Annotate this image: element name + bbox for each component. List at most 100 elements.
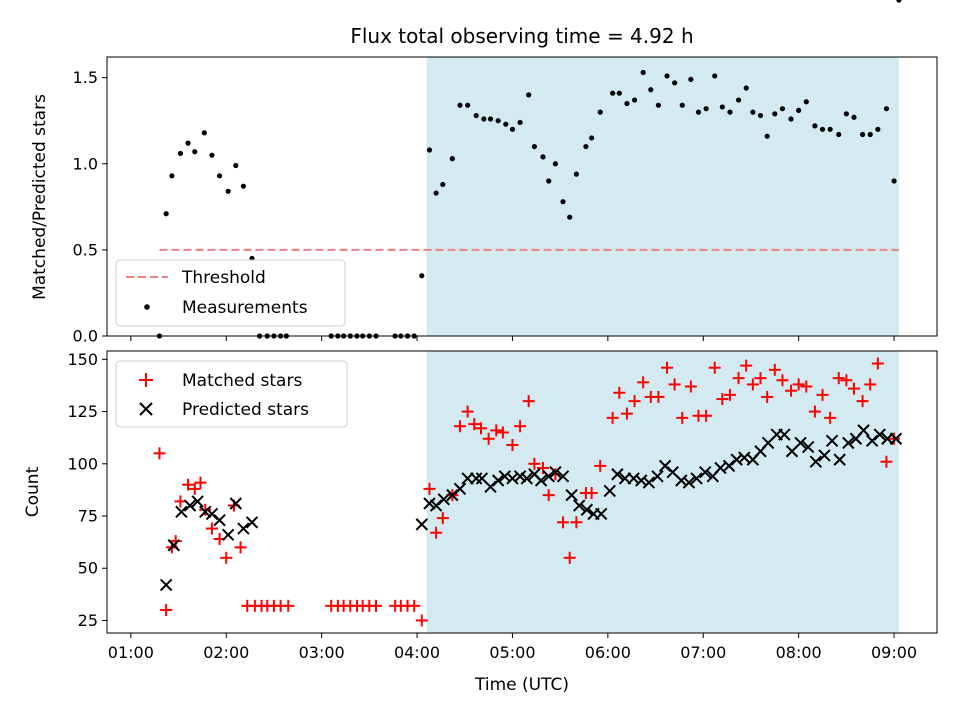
predicted-star-point <box>213 513 226 527</box>
measurement-point <box>449 156 455 162</box>
matched-star-point <box>528 457 541 470</box>
predicted-star-point <box>549 465 562 479</box>
predicted-star-point <box>159 578 173 592</box>
matched-star-point <box>194 476 207 489</box>
measurement-point <box>827 126 833 132</box>
measurement-point <box>703 106 709 112</box>
legend-bottom: Matched stars Predicted stars <box>115 360 348 428</box>
matched-star-point <box>594 459 607 472</box>
measurement-point <box>465 102 471 108</box>
matched-star-point <box>816 388 829 401</box>
measurement-point <box>509 126 516 132</box>
matched-star-point <box>506 439 519 451</box>
measurement-point <box>631 97 638 103</box>
measurement-point <box>757 112 764 119</box>
matched-star-point <box>585 487 598 500</box>
measurement-point <box>695 109 702 115</box>
measurement-point <box>610 90 616 96</box>
measurement-point <box>843 111 849 117</box>
matched-star-point <box>160 604 173 617</box>
legend-matched-swatch <box>139 373 153 387</box>
x-tick-label: 04:00 <box>394 643 440 662</box>
measurement-point <box>503 121 509 127</box>
y-tick-label: 1.5 <box>73 68 98 87</box>
matched-star-point <box>754 372 767 385</box>
matched-star-point <box>652 390 665 403</box>
x-tick-label: 07:00 <box>680 643 726 662</box>
measurement-point <box>896 0 902 3</box>
matched-star-point <box>700 409 713 422</box>
measurement-points <box>156 0 902 339</box>
matched-star-point <box>606 411 619 424</box>
predicted-star-point <box>167 539 180 552</box>
y-ticks-top: 0.0 0.5 1.0 1.5 <box>73 68 107 346</box>
measurement-point <box>735 97 742 103</box>
matched-star-point <box>856 395 869 408</box>
matched-star-point <box>888 432 901 445</box>
matched-star-point <box>370 599 383 612</box>
predicted-star-point <box>229 497 243 510</box>
measurement-point <box>867 131 873 138</box>
legend-measurements-label: Measurements <box>182 298 308 318</box>
y-tick-label: 125 <box>67 402 98 421</box>
measurement-point <box>891 178 897 184</box>
measurement-point <box>788 116 794 122</box>
axes-frame-bottom <box>106 350 938 634</box>
measurement-point <box>764 133 770 139</box>
highlight-span-bottom <box>426 351 899 633</box>
matched-star-point <box>661 361 674 374</box>
legend-predicted-label: Predicted stars <box>182 400 309 420</box>
matched-star-point <box>628 395 641 408</box>
measurement-point <box>177 150 184 157</box>
measurement-point <box>875 126 881 132</box>
axes-frame-top <box>106 56 938 337</box>
predicted-star-point <box>873 428 886 441</box>
matched-star-point <box>408 599 421 612</box>
matched-star-point <box>436 512 449 525</box>
predicted-star-point <box>651 470 664 483</box>
matched-star-point <box>676 411 689 424</box>
measurement-point <box>750 109 756 115</box>
measurement-point <box>743 85 749 91</box>
predicted-star-point <box>520 472 533 485</box>
matched-star-point <box>188 482 201 495</box>
predicted-star-point <box>237 522 250 535</box>
measurement-point <box>859 131 866 138</box>
predicted-star-point <box>642 476 656 489</box>
measurement-point <box>440 181 446 188</box>
matched-star-point <box>776 374 789 387</box>
x-ticks-bottom: 01:00 02:00 03:00 04:00 05:00 06:00 07:00 08:00… <box>108 633 917 662</box>
predicted-star-point <box>453 482 467 496</box>
predicted-star-point <box>594 507 608 521</box>
predicted-star-point <box>491 474 505 487</box>
measurement-point <box>819 126 826 132</box>
measurement-point <box>679 102 685 108</box>
predicted-star-point <box>183 499 197 512</box>
x-axis-label: Time (UTC) <box>474 675 569 695</box>
measurement-point <box>583 143 589 150</box>
x-ticks-top <box>130 336 895 341</box>
x-tick-label: 09:00 <box>871 643 917 662</box>
measurement-point <box>883 106 890 112</box>
matched-star-point <box>468 418 481 431</box>
panel-counts: 25 50 75 100 125 150 01:00 02:00 03:00 04:00 05:0… <box>23 350 938 695</box>
measurement-point <box>552 161 558 167</box>
y-tick-label: 25 <box>78 611 98 630</box>
matched-star-point <box>637 376 650 389</box>
matched-star-point <box>282 599 295 612</box>
predicted-star-point <box>730 453 743 466</box>
measurement-point <box>192 149 198 155</box>
matched-star-point <box>557 516 570 529</box>
matched-star-point <box>430 526 443 539</box>
measurement-point <box>640 69 646 76</box>
predicted-star-point <box>175 505 188 519</box>
predicted-star-point <box>833 453 846 466</box>
measurement-point <box>597 109 603 115</box>
measurement-point <box>495 118 501 124</box>
x-tick-label: 02:00 <box>203 643 249 662</box>
predicted-star-point <box>415 518 429 531</box>
matched-star-point <box>808 405 821 418</box>
y-axis-label-top: Matched/Predicted stars <box>30 94 50 300</box>
matched-star-point <box>824 411 837 424</box>
